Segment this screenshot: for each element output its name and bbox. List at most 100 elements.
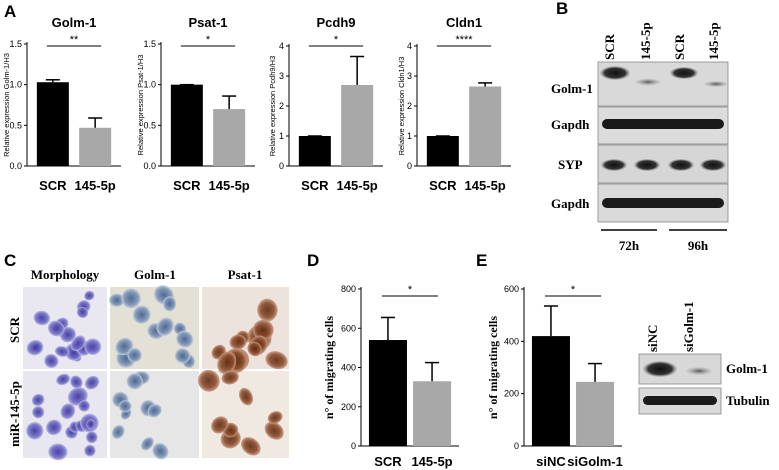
cell bbox=[84, 444, 96, 457]
bar bbox=[469, 86, 502, 166]
cell bbox=[140, 436, 154, 451]
blot-e-column-label: siNC bbox=[645, 325, 660, 352]
chart-title: Pcdh9 bbox=[316, 15, 355, 30]
micrograph-cells bbox=[26, 285, 288, 461]
y-tick-label: 0.0 bbox=[9, 161, 22, 171]
significance-label: ** bbox=[70, 34, 79, 46]
cell bbox=[156, 317, 174, 337]
bar-chart-6: n° of migrating cells 0 200 400 600 siNC siGol… bbox=[486, 284, 623, 469]
cell bbox=[247, 341, 262, 357]
y-axis-label: n° of migrating cells bbox=[322, 316, 336, 419]
y-tick-label: 0.5 bbox=[143, 120, 156, 130]
blot-b-row-label: SYP bbox=[558, 157, 583, 172]
bar bbox=[576, 381, 615, 446]
category-label: SCR bbox=[173, 178, 201, 193]
cell bbox=[85, 431, 98, 444]
cell bbox=[33, 310, 51, 326]
significance-label: **** bbox=[455, 34, 473, 46]
cell bbox=[118, 400, 132, 413]
category-label: SCR bbox=[39, 178, 67, 193]
blot-b-row-label: Gapdh bbox=[551, 117, 590, 132]
cell bbox=[121, 288, 141, 309]
y-tick-label: 0 bbox=[407, 161, 412, 171]
cell bbox=[60, 403, 76, 420]
category-label: 145-5p bbox=[465, 178, 506, 193]
cell bbox=[241, 437, 261, 456]
timepoint-label: 72h bbox=[619, 238, 640, 253]
blot-band bbox=[643, 361, 677, 377]
category-label: siGolm-1 bbox=[567, 454, 623, 469]
blot-e-column-label: siGolm-1 bbox=[681, 301, 696, 352]
category-label: 145-5p bbox=[337, 178, 378, 193]
y-tick-label: 400 bbox=[504, 336, 519, 346]
cell bbox=[197, 369, 220, 392]
y-tick-label: 1 bbox=[407, 131, 412, 141]
category-label: 145-5p bbox=[209, 178, 250, 193]
y-tick-label: 1.0 bbox=[143, 80, 156, 90]
blot-e-row-label: Tubulin bbox=[726, 393, 770, 408]
bar bbox=[341, 85, 374, 166]
blot-band bbox=[635, 78, 661, 86]
cell bbox=[84, 375, 100, 390]
y-tick-label: 0.0 bbox=[143, 161, 156, 171]
y-tick-label: 0.5 bbox=[9, 120, 22, 130]
cell bbox=[86, 419, 96, 430]
cell bbox=[54, 346, 70, 357]
bar-charts: Golm-1 Relative expression Golm-1/H3 0.0 0.… bbox=[2, 15, 623, 469]
cell bbox=[70, 335, 86, 352]
bar bbox=[368, 340, 407, 446]
blot-band bbox=[686, 367, 712, 375]
blot-e-row-label: Golm-1 bbox=[726, 361, 768, 376]
timepoint-label: 96h bbox=[688, 238, 709, 253]
bar bbox=[36, 82, 69, 166]
bar bbox=[298, 136, 331, 166]
blot-b-row-label: Golm-1 bbox=[551, 81, 593, 96]
y-tick-label: 200 bbox=[341, 402, 356, 412]
y-tick-label: 1.0 bbox=[9, 80, 22, 90]
bar-chart-4: Cldn1 Relative expression Cldn1/H30 1 2 3 4 SC… bbox=[397, 15, 511, 193]
blot-b-column-label: 145-5p bbox=[638, 22, 653, 60]
blot-band bbox=[670, 67, 698, 79]
category-label: SCR bbox=[429, 178, 457, 193]
cell bbox=[78, 400, 90, 412]
cell bbox=[217, 351, 237, 375]
y-axis-label: Relative expression Cldn1/H3 bbox=[397, 57, 406, 156]
blot-band bbox=[634, 159, 660, 171]
chart-title: Golm-1 bbox=[52, 15, 97, 30]
blot-band bbox=[600, 66, 630, 80]
y-axis-label: n° of migrating cells bbox=[486, 316, 500, 419]
panel-letter-d: D bbox=[307, 251, 319, 270]
y-tick-label: 600 bbox=[504, 284, 519, 294]
cell bbox=[127, 347, 142, 363]
micrograph-row-label: SCR bbox=[7, 316, 22, 343]
blot-band bbox=[668, 159, 694, 171]
cell bbox=[26, 422, 44, 440]
y-axis-label: Relative expression Golm-1/H3 bbox=[2, 53, 11, 157]
significance-label: * bbox=[334, 34, 339, 46]
significance-label: * bbox=[408, 284, 413, 296]
cell bbox=[265, 351, 288, 370]
chart-title: Psat-1 bbox=[188, 15, 227, 30]
panel-letter-c: C bbox=[4, 251, 16, 270]
y-tick-label: 0 bbox=[279, 161, 284, 171]
y-tick-label: 3 bbox=[407, 71, 412, 81]
blot-b: SCR 145-5p SCR 145-5p Golm-1 Gapdh bbox=[551, 22, 729, 253]
blot-b-column-label: SCR bbox=[602, 33, 617, 60]
cell bbox=[115, 337, 134, 356]
y-tick-label: 4 bbox=[279, 41, 284, 51]
micrograph-column-label: Golm-1 bbox=[134, 267, 176, 282]
category-label: 145-5p bbox=[411, 454, 452, 469]
cell bbox=[252, 319, 274, 341]
cell bbox=[32, 406, 45, 419]
cell bbox=[44, 353, 59, 368]
y-tick-label: 400 bbox=[341, 363, 356, 373]
cell bbox=[111, 424, 125, 440]
panel-letter-e: E bbox=[476, 251, 487, 270]
micrographs-c: Morphology Golm-1 Psat-1 SCR miR-145-5p bbox=[7, 267, 289, 461]
category-label: SCR bbox=[301, 178, 329, 193]
y-tick-label: 800 bbox=[341, 284, 356, 294]
cell bbox=[26, 339, 44, 356]
cell bbox=[264, 421, 284, 440]
